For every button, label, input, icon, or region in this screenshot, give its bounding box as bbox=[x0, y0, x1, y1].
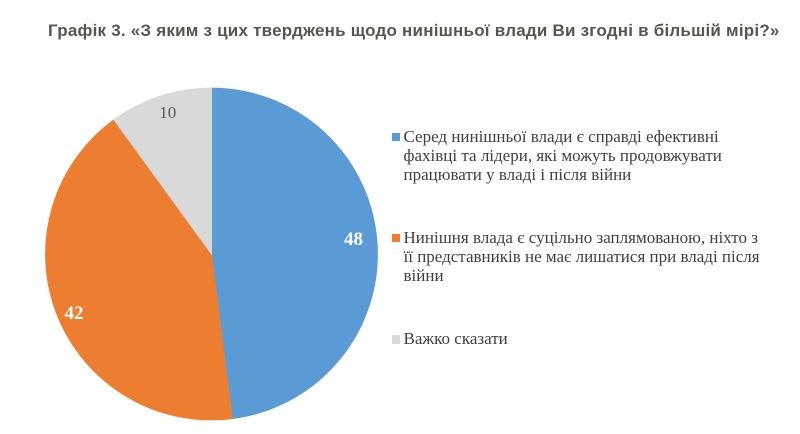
svg-text:10: 10 bbox=[159, 103, 176, 122]
svg-text:48: 48 bbox=[344, 229, 363, 250]
svg-text:42: 42 bbox=[65, 303, 84, 324]
